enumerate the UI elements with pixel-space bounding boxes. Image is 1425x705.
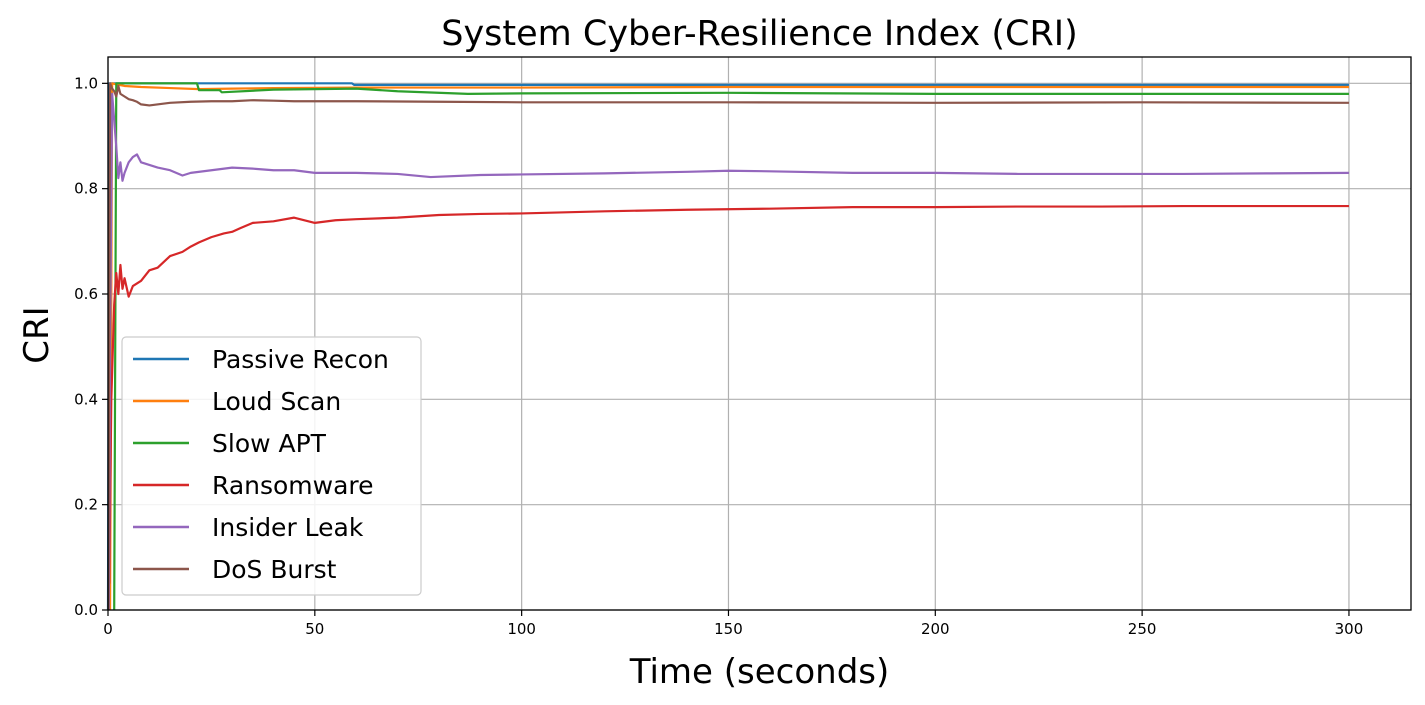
series-lines (106, 82, 1349, 611)
series-line-dos-burst (107, 82, 1349, 611)
y-axis-label: CRI (17, 306, 57, 363)
legend-box (121, 336, 422, 596)
x-tick-label: 0 (103, 620, 113, 638)
x-tick-label: 100 (507, 620, 536, 638)
axis-ticks: 0 50 100 150 200 250 300 0.0 0.2 0.4 0.6 0.8 1.0 (74, 74, 1363, 638)
x-axis-label: Time (seconds) (629, 652, 890, 692)
plot-frame (107, 56, 1412, 611)
x-tick-label: 150 (714, 620, 743, 638)
y-tick-label: 0.4 (74, 390, 98, 408)
x-tick-label: 300 (1335, 620, 1364, 638)
series-line-insider-leak (107, 92, 1349, 611)
y-tick-label: 0.8 (74, 180, 98, 198)
x-tick-label: 200 (921, 620, 950, 638)
legend-label-insider-leak: Insider Leak (212, 513, 364, 542)
legend-label-loud-scan: Loud Scan (212, 387, 341, 416)
y-tick-label: 1.0 (74, 74, 98, 92)
series-line-slow-apt (113, 82, 1349, 611)
legend-label-slow-apt: Slow APT (212, 429, 327, 458)
legend-label-passive-recon: Passive Recon (212, 345, 389, 374)
legend-label-ransomware: Ransomware (212, 471, 374, 500)
legend: Passive Recon Loud Scan Slow APT Ransomware… (121, 336, 422, 596)
x-tick-label: 50 (305, 620, 324, 638)
chart-title: System Cyber-Resilience Index (CRI) (441, 14, 1078, 54)
series-line-loud-scan (108, 82, 1349, 611)
y-tick-label: 0.0 (74, 601, 98, 619)
y-tick-label: 0.2 (74, 496, 98, 514)
legend-label-dos-burst: DoS Burst (212, 555, 337, 584)
y-tick-label: 0.6 (74, 285, 98, 303)
x-tick-label: 250 (1128, 620, 1157, 638)
series-line-ransomware (108, 204, 1349, 584)
